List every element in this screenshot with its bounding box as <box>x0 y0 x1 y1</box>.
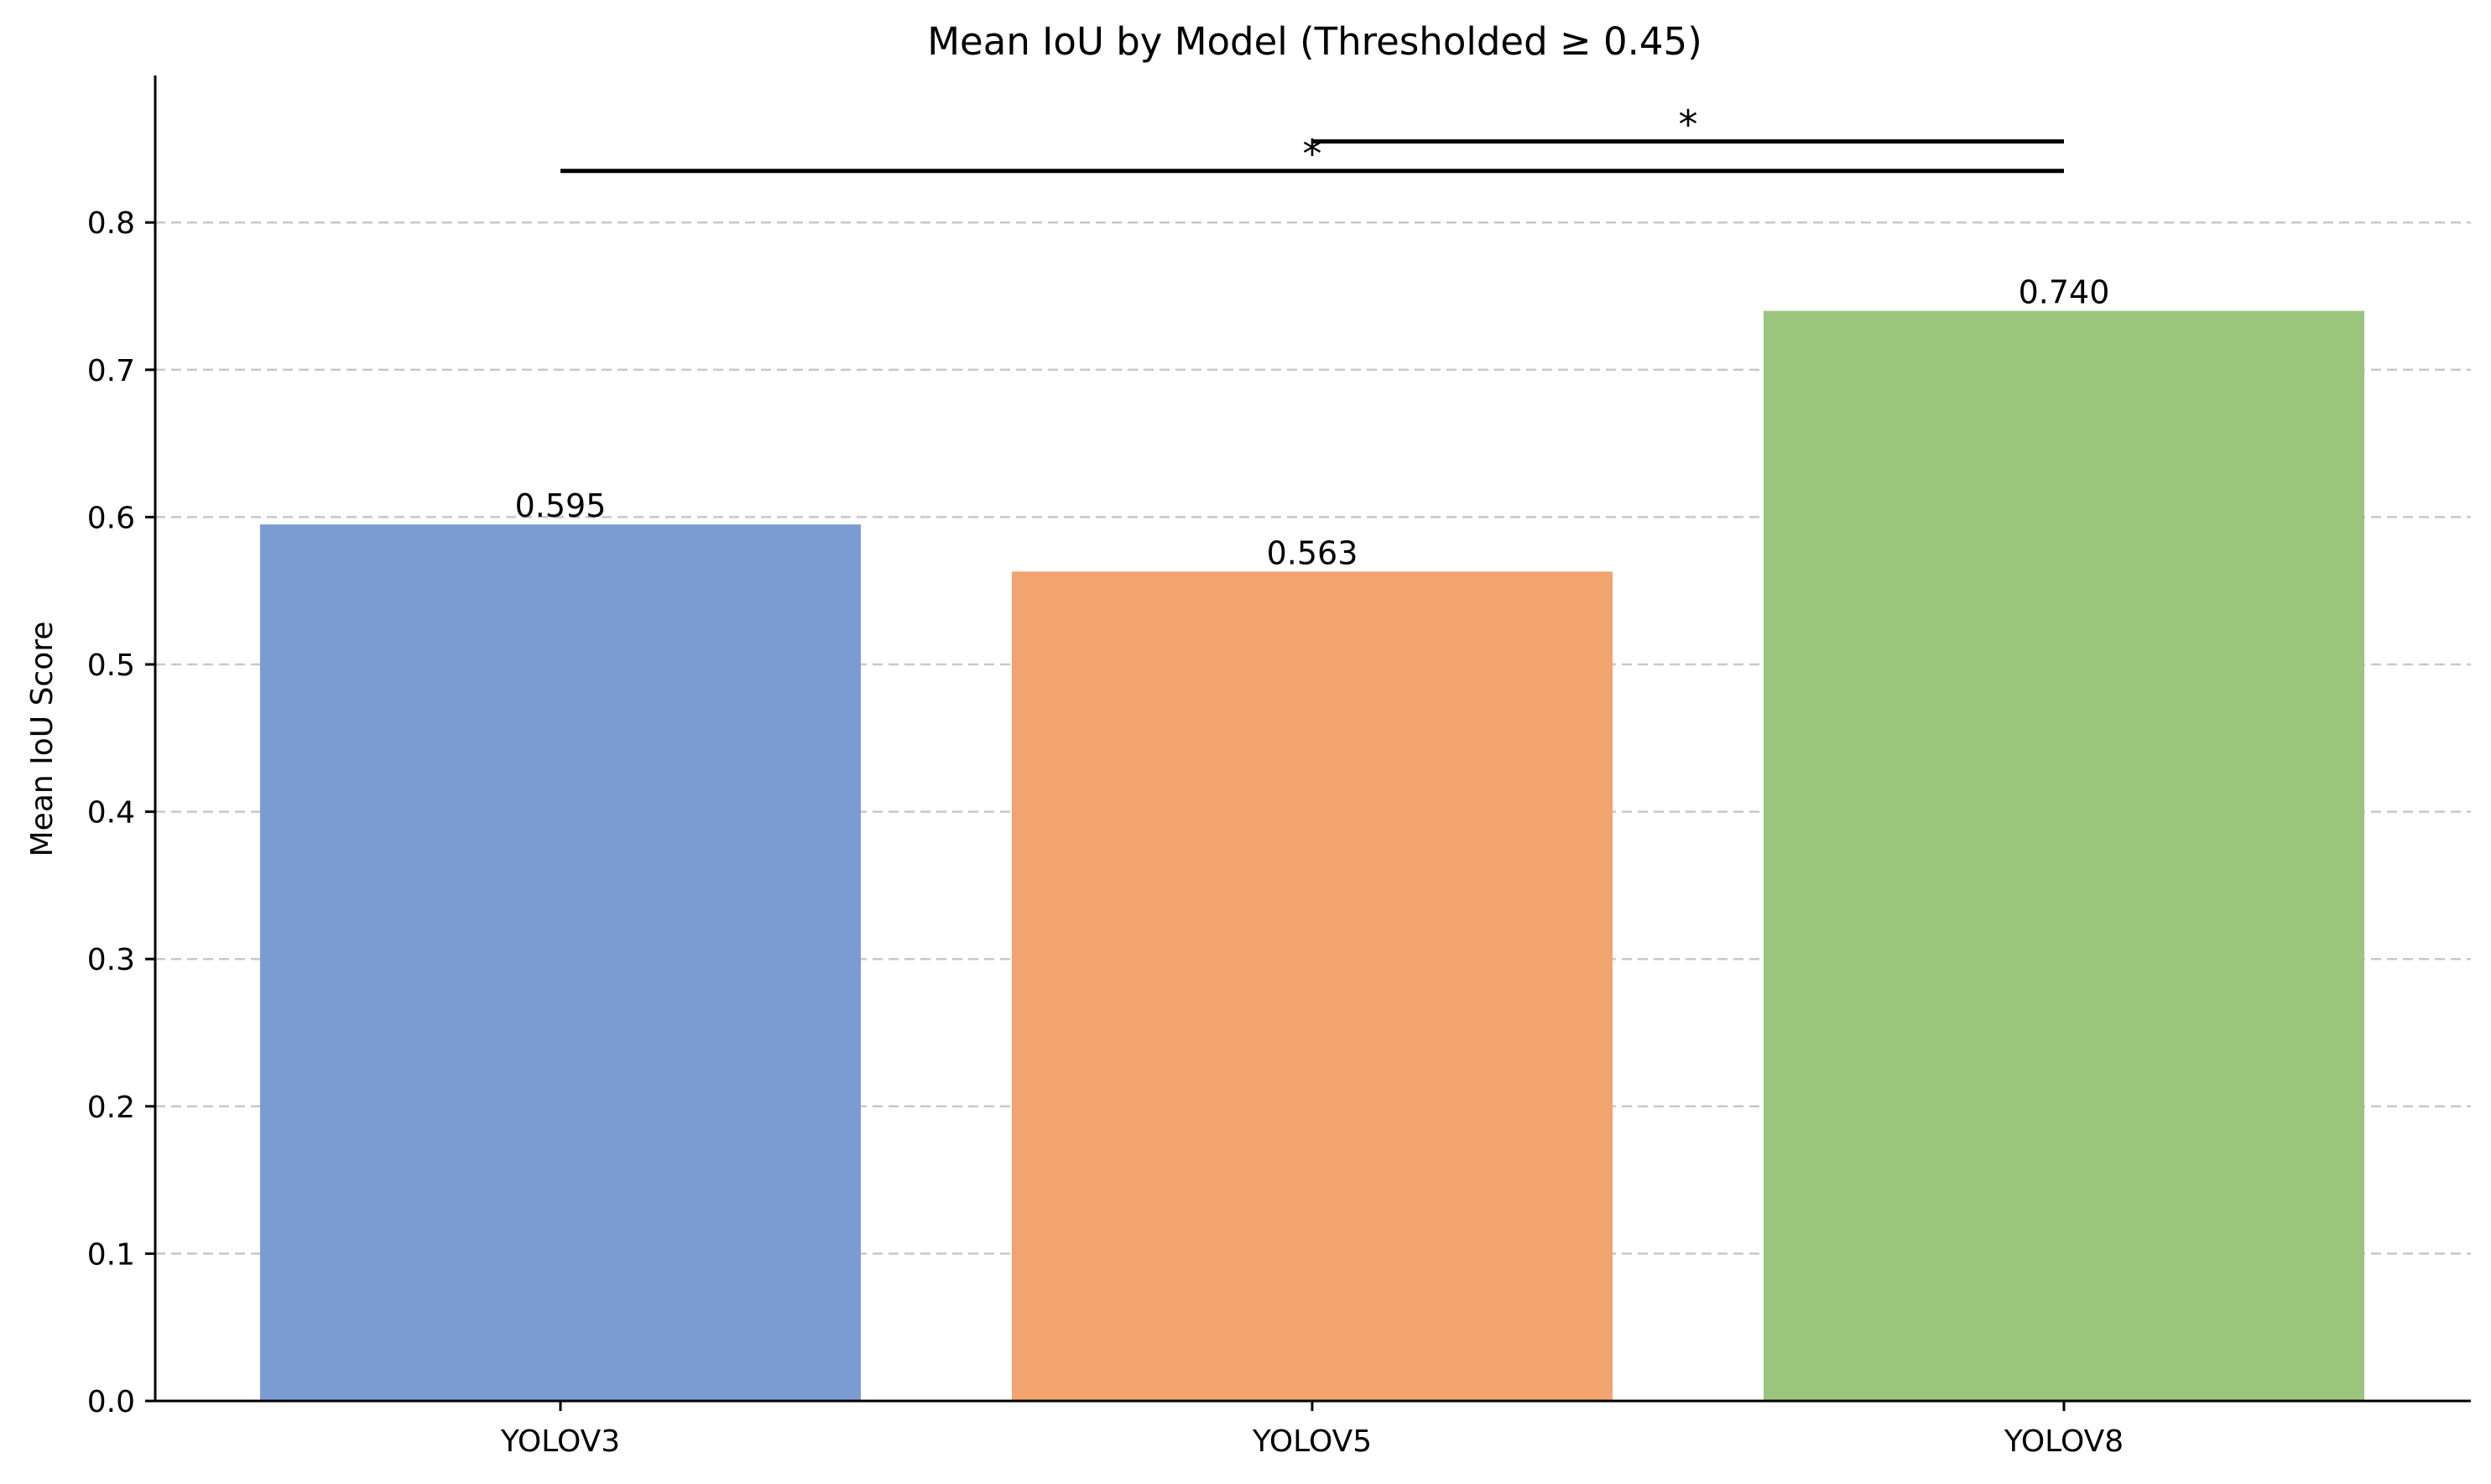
bars <box>260 310 2364 1402</box>
x-tick-label: YOLOV3 <box>500 1424 620 1459</box>
bar-value-labels: 0.595 0.563 0.740 <box>515 274 2110 572</box>
y-tick-label: 0.0 <box>87 1385 135 1419</box>
bar-yolov5 <box>1012 571 1613 1401</box>
chart-title: Mean IoU by Model (Thresholded ≥ 0.45) <box>927 19 1702 64</box>
significance-star: * <box>1679 102 1698 148</box>
y-tick-label: 0.8 <box>87 206 135 241</box>
x-tick-label: YOLOV5 <box>1252 1424 1372 1459</box>
bar-value-label: 0.740 <box>2019 274 2110 311</box>
y-tick-label: 0.6 <box>87 501 135 535</box>
x-tick-label: YOLOV8 <box>2004 1424 2124 1459</box>
bar-yolov3 <box>260 524 861 1402</box>
significance-annotations: ** <box>560 102 2064 177</box>
significance-star: * <box>1303 132 1322 177</box>
bar-value-label: 0.595 <box>515 487 607 524</box>
y-axis-label: Mean IoU Score <box>25 622 60 857</box>
y-tick-label: 0.1 <box>87 1237 135 1272</box>
x-ticks: YOLOV3 YOLOV5 YOLOV8 <box>500 1401 2124 1459</box>
bar-value-label: 0.563 <box>1267 534 1358 571</box>
bar-yolov8 <box>1764 310 2364 1401</box>
y-tick-label: 0.3 <box>87 943 135 977</box>
y-tick-label: 0.2 <box>87 1091 135 1125</box>
y-tick-label: 0.4 <box>87 796 135 831</box>
y-tick-label: 0.5 <box>87 648 135 683</box>
y-ticks: 0.0 0.1 0.2 0.3 0.4 0.5 0.6 0.7 0.8 <box>87 206 155 1419</box>
y-tick-label: 0.7 <box>87 354 135 388</box>
